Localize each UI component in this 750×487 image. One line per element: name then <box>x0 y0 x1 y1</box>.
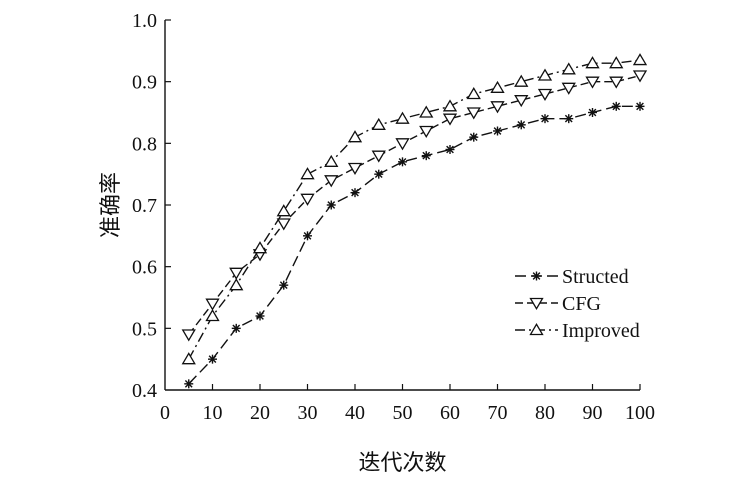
legend-label: Structed <box>562 266 629 288</box>
data-point-cfg <box>561 82 576 95</box>
data-point-structed <box>326 200 336 210</box>
data-point-cfg <box>537 88 553 101</box>
data-point-structed <box>516 120 526 130</box>
x-axis-title: 迭代次数 <box>358 451 446 476</box>
data-point-cfg <box>419 125 434 138</box>
data-point-improved <box>419 105 434 118</box>
data-point-structed <box>588 108 597 117</box>
data-point-improved <box>181 352 196 365</box>
data-point-improved <box>276 204 291 217</box>
data-point-cfg <box>632 70 648 83</box>
data-point-structed <box>374 169 384 179</box>
y-tick-label: 0.9 <box>132 72 157 94</box>
data-point-structed <box>255 311 265 321</box>
data-point-cfg <box>442 113 458 126</box>
data-point-structed <box>350 188 360 198</box>
data-point-improved <box>252 241 268 254</box>
data-point-improved <box>324 154 339 167</box>
data-point-cfg <box>466 107 481 120</box>
x-tick-label: 70 <box>488 402 508 424</box>
data-point-cfg <box>371 150 386 163</box>
data-point-structed <box>231 323 241 333</box>
series-structed <box>184 101 645 389</box>
axes: 0.4 0.5 0.6 0.7 0.8 0.9 1.0 0 10 20 30 40 50 60 70 80 90… <box>132 10 655 424</box>
data-point-structed <box>398 157 407 167</box>
y-tick-label: 0.6 <box>132 257 157 279</box>
data-point-cfg <box>229 267 244 280</box>
series-cfg <box>181 70 648 342</box>
x-tick-label: 10 <box>203 402 223 424</box>
legend-item-improved: Improved <box>515 320 640 342</box>
x-tick-label: 20 <box>250 402 270 424</box>
data-point-cfg <box>276 218 291 231</box>
series-line-structed <box>188 105 640 385</box>
data-point-cfg <box>514 95 529 108</box>
x-tick-label: 90 <box>583 402 603 424</box>
legend-label: CFG <box>562 293 601 315</box>
legend-item-structed: Structed <box>515 266 629 288</box>
x-tick-label: 50 <box>393 402 413 424</box>
legend-marker-triangle-up-icon <box>529 323 544 336</box>
legend-marker-asterisk-icon <box>532 271 541 281</box>
data-point-cfg <box>205 298 220 311</box>
y-tick-label: 0.5 <box>132 318 157 340</box>
y-tick-label: 0.8 <box>132 133 157 155</box>
y-tick-label: 0.7 <box>132 195 157 217</box>
x-tick-label: 0 <box>160 402 170 424</box>
data-point-structed <box>493 126 502 136</box>
data-point-cfg <box>324 175 339 188</box>
data-point-improved <box>514 74 529 87</box>
data-point-structed <box>564 114 574 124</box>
y-tick-label: 1.0 <box>132 10 157 32</box>
data-point-improved <box>466 87 481 100</box>
data-point-improved <box>537 68 553 81</box>
x-tick-label: 100 <box>625 402 655 424</box>
x-tick-label: 60 <box>440 402 460 424</box>
data-point-structed <box>635 101 645 111</box>
data-point-improved <box>347 130 363 143</box>
data-point-improved <box>561 62 576 75</box>
data-point-improved <box>490 80 505 93</box>
data-point-improved <box>300 167 315 180</box>
data-point-cfg <box>609 76 624 89</box>
y-axis-title: 准确率 <box>99 172 124 238</box>
data-point-improved <box>585 56 600 69</box>
data-point-improved <box>632 53 648 66</box>
legend-marker-triangle-down-icon <box>529 297 544 310</box>
x-tick-label: 80 <box>535 402 555 424</box>
legend: Structed CFG Improved <box>515 266 640 342</box>
series-improved <box>181 53 648 365</box>
x-tick-label: 40 <box>345 402 365 424</box>
data-point-structed <box>184 379 194 389</box>
data-point-cfg <box>490 101 505 114</box>
legend-label: Improved <box>562 320 640 342</box>
data-point-structed <box>421 151 431 161</box>
data-point-improved <box>442 99 458 112</box>
data-point-improved <box>205 309 220 322</box>
data-point-cfg <box>395 138 410 151</box>
y-tick-label: 0.4 <box>132 380 157 402</box>
data-point-improved <box>609 56 624 69</box>
data-point-structed <box>611 101 621 111</box>
data-point-improved <box>229 278 244 291</box>
x-tick-label: 30 <box>298 402 318 424</box>
series-layer <box>181 53 648 389</box>
data-point-improved <box>371 117 386 130</box>
data-point-structed <box>279 280 289 290</box>
data-point-cfg <box>347 162 363 175</box>
data-point-structed <box>445 145 455 154</box>
data-point-structed <box>540 114 550 124</box>
data-point-improved <box>395 111 410 124</box>
data-point-cfg <box>300 193 315 206</box>
legend-item-cfg: CFG <box>515 293 601 315</box>
data-point-cfg <box>181 329 196 342</box>
data-point-structed <box>208 354 217 364</box>
data-point-cfg <box>585 76 600 89</box>
data-point-structed <box>303 231 312 241</box>
data-point-structed <box>469 132 479 142</box>
